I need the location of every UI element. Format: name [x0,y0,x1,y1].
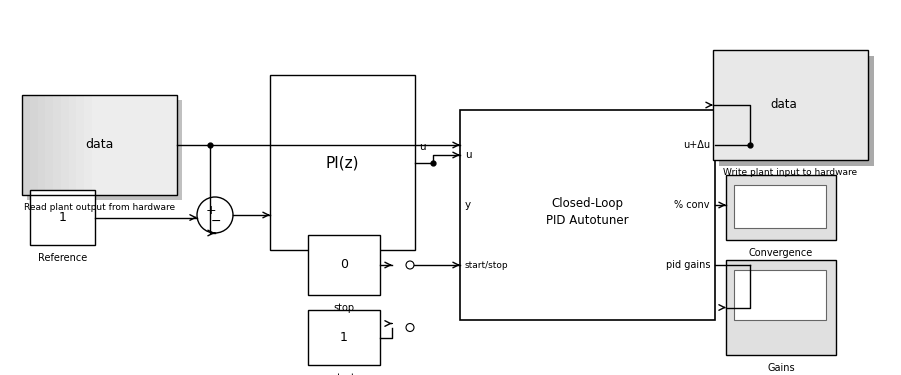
Bar [713,50,868,160]
Bar [713,78,868,119]
Text: pid gains: pid gains [666,260,710,270]
Bar [38,95,177,195]
Bar [460,110,715,320]
Bar [22,95,177,195]
Bar [734,185,826,228]
Bar [270,75,415,250]
Bar [68,95,177,195]
Bar [713,50,868,105]
Bar [308,235,380,295]
Text: Gains: Gains [767,363,795,373]
Bar [30,95,177,195]
Text: u+Δu: u+Δu [683,140,710,150]
Text: y: y [465,200,471,210]
Bar [713,64,868,112]
Bar [719,56,874,166]
Text: Reference: Reference [38,253,87,263]
Bar [53,95,177,195]
Text: Convergence: Convergence [749,248,813,258]
Text: data: data [770,99,797,111]
Text: +: + [205,204,216,218]
Text: Closed-Loop: Closed-Loop [551,196,623,210]
Bar [30,190,95,245]
Bar [60,95,177,195]
Bar [713,132,868,146]
Bar [45,95,177,195]
Text: 1: 1 [340,331,348,344]
Bar [713,105,868,132]
Text: u: u [419,142,425,153]
Text: 1: 1 [59,211,67,224]
Text: data: data [86,138,114,152]
Bar [726,260,836,355]
Text: 0: 0 [340,258,348,272]
Text: start: start [332,373,355,375]
Bar [726,175,836,240]
Text: stop: stop [333,303,355,313]
Text: −: − [211,214,222,228]
Bar [734,270,826,320]
Bar [77,95,177,195]
Bar [713,146,868,153]
Text: % conv: % conv [675,200,710,210]
Bar [308,310,380,365]
Text: start/stop: start/stop [465,261,509,270]
Bar [22,95,177,195]
Bar [92,95,177,195]
Bar [84,95,177,195]
Text: Read plant output from hardware: Read plant output from hardware [24,203,175,212]
Text: Write plant input to hardware: Write plant input to hardware [724,168,858,177]
Text: u: u [465,150,471,160]
Text: PID Autotuner: PID Autotuner [546,213,629,226]
Bar [713,91,868,126]
Bar [713,119,868,140]
Bar [27,100,182,200]
Text: PI(z): PI(z) [326,155,359,170]
